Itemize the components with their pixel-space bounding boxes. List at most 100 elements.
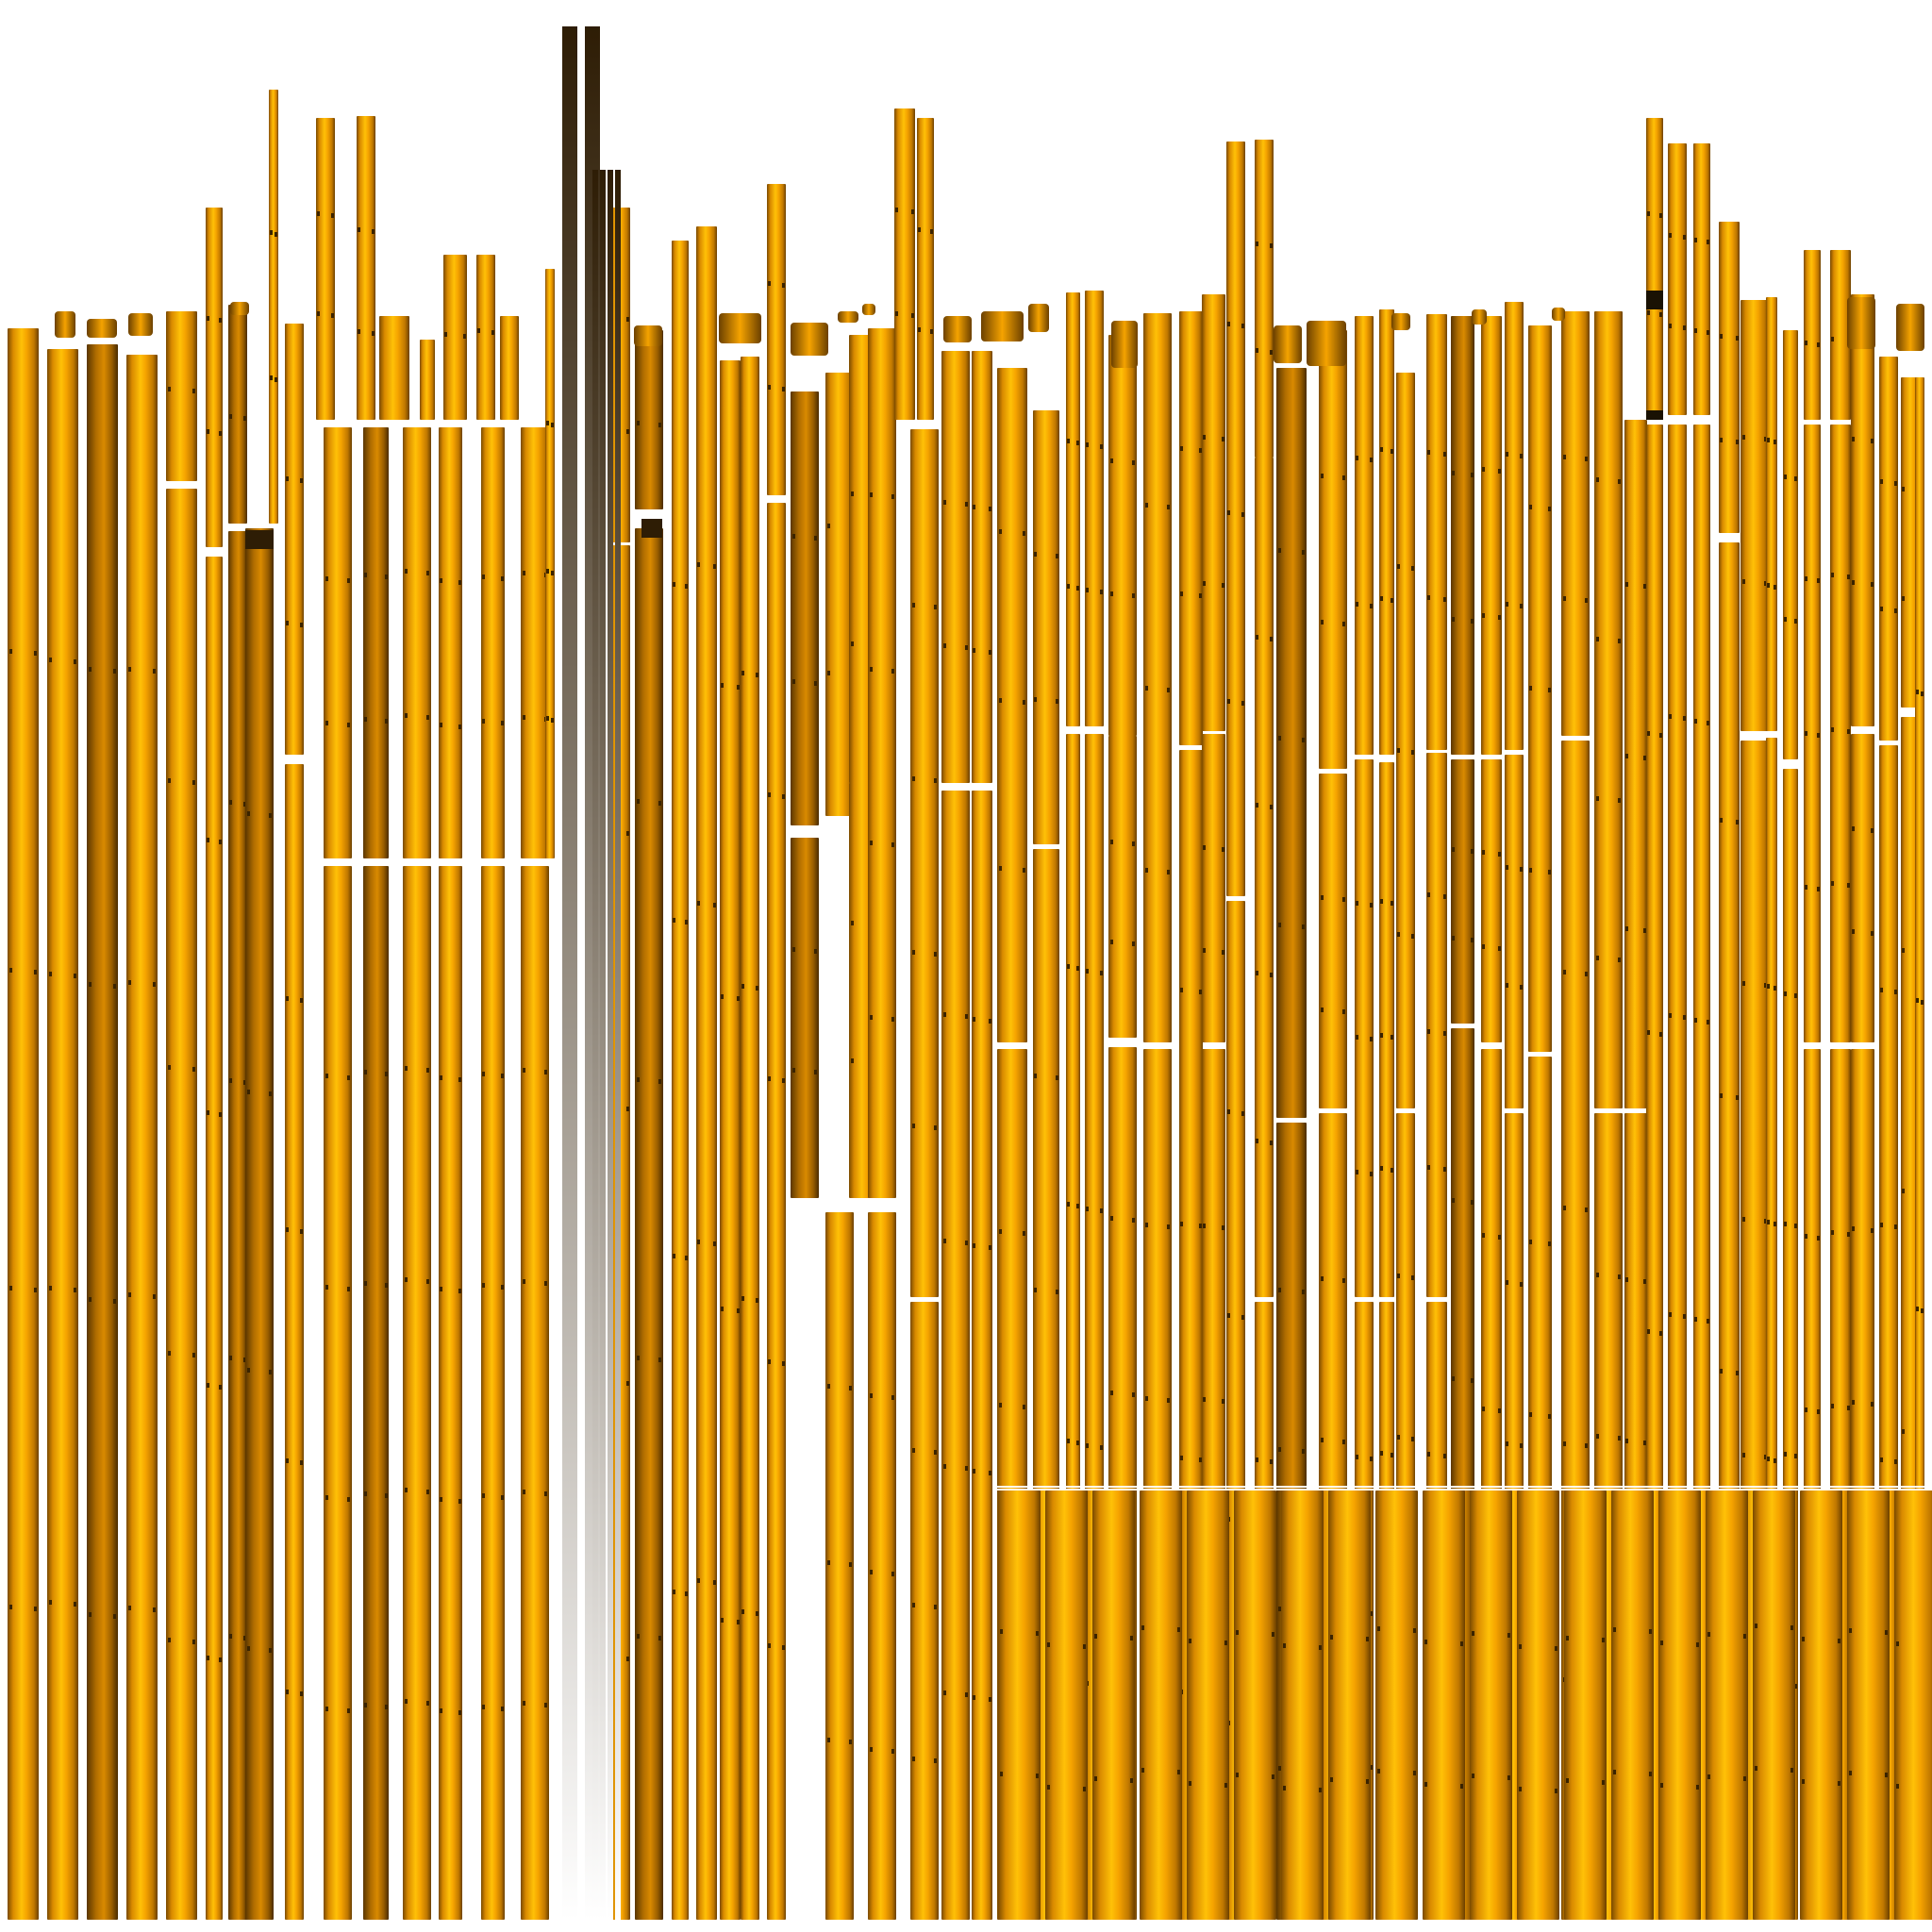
dark-notch-mark [973,1243,975,1248]
gold-bar-strip [1719,222,1740,533]
gold-bar-strip [1658,1491,1701,1920]
dark-notch-mark [673,1254,675,1258]
dark-notch-mark [1613,1770,1616,1774]
dark-notch-mark [792,1068,795,1073]
dark-notch-mark [544,1281,547,1286]
dark-notch-mark [1563,1206,1566,1210]
dark-notch-mark [637,799,640,804]
dark-notch-mark [1110,1391,1113,1395]
dark-notch-mark [1380,1033,1383,1038]
dark-notch-mark [546,569,549,574]
dark-notch-mark [851,491,854,496]
dark-notch-mark [128,980,131,985]
gold-bar-strip [1281,1491,1324,1920]
dark-notch-mark [626,1381,629,1386]
dark-notch-mark [792,947,795,952]
gold-bar-strip [1187,1491,1229,1920]
dark-notch-mark [1849,1771,1852,1775]
gold-bar-strip [481,866,505,1920]
dark-notch-mark [1647,1329,1650,1334]
dark-notch-mark [1034,552,1037,557]
dark-notch-mark [1222,437,1224,441]
dark-notch-mark [229,1356,232,1360]
gold-bar-strip [1202,294,1225,731]
dark-notch-mark [1370,604,1373,608]
dark-notch-mark [768,1359,771,1364]
dark-notch-mark [1076,441,1079,445]
dark-notch-mark [943,500,946,505]
dark-notch-mark [934,1758,937,1763]
gold-bar-strip [972,351,992,783]
dark-notch-mark [317,211,320,216]
dark-notch-mark [1227,1109,1230,1114]
gold-bar-strip [1481,759,1502,1042]
dark-notch-mark [1707,1632,1710,1637]
dark-notch-mark [1566,1778,1569,1783]
dark-notch-mark [1625,754,1628,758]
dark-notch-mark [1596,1434,1599,1439]
dark-notch-mark [270,375,273,380]
dark-notch-mark [1342,1440,1345,1444]
gold-bar-strip [1066,292,1080,726]
dark-notch-mark [9,968,12,973]
dark-notch-mark [1370,1037,1373,1041]
dark-notch-mark [440,578,442,583]
dark-notch-mark [1472,1631,1474,1636]
dark-notch-mark [1817,578,1820,583]
dark-notch-mark [1838,1781,1840,1786]
dark-notch-mark [482,1283,485,1288]
dark-notch-mark [444,332,447,337]
dark-notch-mark [973,1017,975,1022]
dark-notch-mark [501,576,504,581]
dark-notch-mark [1659,213,1662,218]
dark-notch-mark [1794,993,1797,998]
dark-notch-mark [1498,1235,1501,1240]
dark-notch-mark [912,603,915,608]
dark-notch-mark [229,1078,232,1083]
dark-notch-mark [737,1308,740,1313]
dark-notch-mark [973,505,975,509]
dark-notch-mark [1764,1455,1767,1459]
dark-notch-mark [1596,1273,1599,1277]
dark-notch-mark [1831,573,1834,577]
bulb-cap-piece [1391,313,1410,330]
gold-bar-strip [500,316,519,420]
dark-notch-mark [626,1107,629,1111]
dark-notch-mark [1278,1766,1281,1771]
dark-notch-mark [870,492,873,497]
dark-notch-mark [1145,686,1148,691]
dark-notch-mark [1270,973,1273,977]
dark-notch-mark [1256,803,1258,808]
dark-notch-mark [1471,938,1474,942]
gold-bar-strip [1255,458,1274,1297]
dark-notch-mark [1356,1170,1358,1174]
dark-notch-mark [1222,950,1224,955]
gold-bar-strip [1693,143,1710,415]
dark-notch-mark [1794,1684,1797,1689]
dark-notch-mark [1321,620,1324,625]
dark-notch-mark [89,982,92,987]
dark-notch-mark [756,1298,758,1303]
dark-notch-mark [1736,820,1739,824]
dark-notch-mark [782,283,785,288]
dark-notch-mark [1472,1774,1474,1778]
dark-notch-mark [849,1740,852,1744]
gold-bar-strip [998,1491,1041,1920]
dark-notch-mark [1852,437,1855,441]
dark-notch-mark [1707,1774,1710,1779]
dark-notch-mark [1548,688,1551,692]
dark-notch-mark [325,1707,328,1711]
dark-notch-mark [207,1383,209,1388]
dark-notch-mark [1100,590,1103,594]
bulb-cap-piece [838,311,858,323]
gold-bar-strip [363,427,389,858]
dark-notch-mark [1647,731,1650,736]
dark-notch-mark [1563,970,1566,974]
dark-notch-mark [1023,868,1025,873]
dark-notch-mark [1224,1783,1227,1788]
dark-notch-mark [1380,447,1383,452]
dark-notch-mark [113,1614,116,1619]
dark-notch-mark [1056,1290,1058,1294]
dark-notch-mark [737,996,740,1001]
dark-notch-mark [113,984,116,989]
